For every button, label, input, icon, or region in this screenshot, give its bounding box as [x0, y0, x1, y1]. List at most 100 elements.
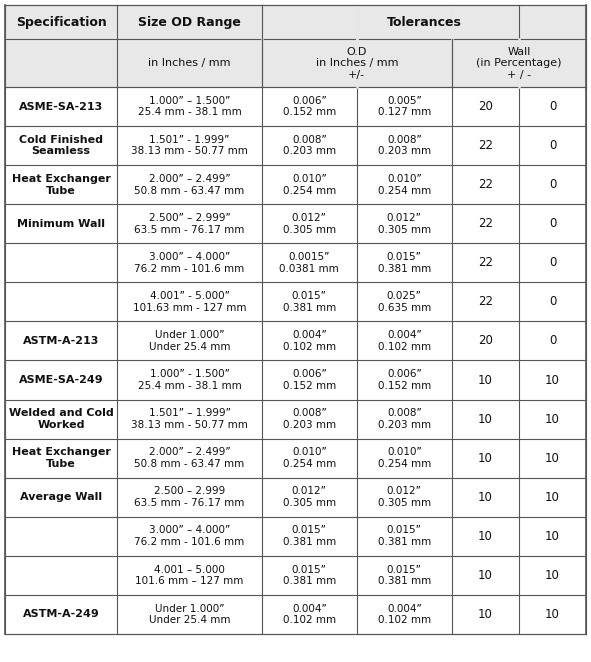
- Text: 2.000” – 2.499”
50.8 mm - 63.47 mm: 2.000” – 2.499” 50.8 mm - 63.47 mm: [134, 448, 245, 469]
- Text: Under 1.000”
Under 25.4 mm: Under 1.000” Under 25.4 mm: [149, 604, 230, 625]
- Bar: [5, 87, 586, 126]
- Text: 20: 20: [478, 100, 493, 113]
- Text: 0.015”
0.381 mm: 0.015” 0.381 mm: [282, 291, 336, 312]
- Text: Wall
(in Percentage)
+ / -: Wall (in Percentage) + / -: [476, 46, 561, 80]
- Text: 0.006”
0.152 mm: 0.006” 0.152 mm: [378, 369, 431, 391]
- Text: 0.012”
0.305 mm: 0.012” 0.305 mm: [282, 487, 336, 508]
- Text: Heat Exchanger
Tube: Heat Exchanger Tube: [12, 174, 111, 195]
- Text: 10: 10: [545, 373, 560, 387]
- Text: Tolerances: Tolerances: [387, 16, 462, 28]
- Text: 10: 10: [478, 608, 493, 621]
- Text: 10: 10: [478, 569, 493, 582]
- Text: 0.0015”
0.0381 mm: 0.0015” 0.0381 mm: [280, 252, 339, 273]
- Text: ASME-SA-249: ASME-SA-249: [19, 375, 103, 385]
- Text: 0.004”
0.102 mm: 0.004” 0.102 mm: [378, 330, 431, 352]
- Bar: [5, 5, 586, 40]
- Text: Cold Finished
Seamless: Cold Finished Seamless: [19, 135, 103, 156]
- Bar: [5, 40, 586, 87]
- Text: 0.010”
0.254 mm: 0.010” 0.254 mm: [282, 174, 336, 195]
- Bar: [5, 244, 586, 283]
- Bar: [5, 283, 586, 322]
- Text: 0.015”
0.381 mm: 0.015” 0.381 mm: [378, 565, 431, 586]
- Text: 0.008”
0.203 mm: 0.008” 0.203 mm: [378, 408, 431, 430]
- Text: 22: 22: [478, 178, 493, 191]
- Text: 10: 10: [545, 530, 560, 543]
- Text: 0.004”
0.102 mm: 0.004” 0.102 mm: [378, 604, 431, 625]
- Text: 0.004”
0.102 mm: 0.004” 0.102 mm: [282, 330, 336, 352]
- Text: Welded and Cold
Worked: Welded and Cold Worked: [9, 408, 113, 430]
- Text: 0.015”
0.381 mm: 0.015” 0.381 mm: [378, 526, 431, 547]
- Bar: [5, 439, 586, 478]
- Text: 10: 10: [545, 569, 560, 582]
- Text: 10: 10: [545, 608, 560, 621]
- Text: 2.500 – 2.999
63.5 mm - 76.17 mm: 2.500 – 2.999 63.5 mm - 76.17 mm: [134, 487, 245, 508]
- Text: 3.000” – 4.000”
76.2 mm - 101.6 mm: 3.000” – 4.000” 76.2 mm - 101.6 mm: [134, 252, 245, 273]
- Bar: [5, 517, 586, 556]
- Text: 0.010”
0.254 mm: 0.010” 0.254 mm: [282, 448, 336, 469]
- Text: 0.012”
0.305 mm: 0.012” 0.305 mm: [378, 213, 431, 234]
- Text: O.D
in Inches / mm
+/-: O.D in Inches / mm +/-: [316, 46, 398, 80]
- Text: 22: 22: [478, 256, 493, 269]
- Text: 1.000” - 1.500”
25.4 mm - 38.1 mm: 1.000” - 1.500” 25.4 mm - 38.1 mm: [138, 369, 241, 391]
- Bar: [5, 361, 586, 400]
- Text: 10: 10: [545, 491, 560, 504]
- Text: 22: 22: [478, 139, 493, 152]
- Text: 0.025”
0.635 mm: 0.025” 0.635 mm: [378, 291, 431, 312]
- Text: 0.004”
0.102 mm: 0.004” 0.102 mm: [282, 604, 336, 625]
- Text: 0.008”
0.203 mm: 0.008” 0.203 mm: [378, 135, 431, 156]
- Text: ASTM-A-249: ASTM-A-249: [22, 609, 99, 620]
- Text: 1.000” – 1.500”
25.4 mm - 38.1 mm: 1.000” – 1.500” 25.4 mm - 38.1 mm: [138, 96, 241, 117]
- Text: 0.006”
0.152 mm: 0.006” 0.152 mm: [282, 96, 336, 117]
- Text: 0: 0: [549, 139, 556, 152]
- Text: 10: 10: [478, 491, 493, 504]
- Text: 3.000” – 4.000”
76.2 mm - 101.6 mm: 3.000” – 4.000” 76.2 mm - 101.6 mm: [134, 526, 245, 547]
- Bar: [5, 322, 586, 361]
- Text: 10: 10: [478, 373, 493, 387]
- Text: 1.501” - 1.999”
38.13 mm - 50.77 mm: 1.501” - 1.999” 38.13 mm - 50.77 mm: [131, 135, 248, 156]
- Text: Under 1.000”
Under 25.4 mm: Under 1.000” Under 25.4 mm: [149, 330, 230, 352]
- Text: 0: 0: [549, 178, 556, 191]
- Text: 0.010”
0.254 mm: 0.010” 0.254 mm: [378, 174, 431, 195]
- Bar: [5, 595, 586, 634]
- Bar: [5, 400, 586, 439]
- Text: 0: 0: [549, 295, 556, 308]
- Text: 4.001 – 5.000
101.6 mm – 127 mm: 4.001 – 5.000 101.6 mm – 127 mm: [135, 565, 243, 586]
- Text: 0: 0: [549, 256, 556, 269]
- Bar: [5, 126, 586, 166]
- Text: 0: 0: [549, 334, 556, 348]
- Text: Average Wall: Average Wall: [20, 493, 102, 502]
- Text: 0.006”
0.152 mm: 0.006” 0.152 mm: [282, 369, 336, 391]
- Text: Heat Exchanger
Tube: Heat Exchanger Tube: [12, 448, 111, 469]
- Text: 0.015”
0.381 mm: 0.015” 0.381 mm: [282, 565, 336, 586]
- Text: ASME-SA-213: ASME-SA-213: [19, 101, 103, 112]
- Text: 2.000” – 2.499”
50.8 mm - 63.47 mm: 2.000” – 2.499” 50.8 mm - 63.47 mm: [134, 174, 245, 195]
- Text: 20: 20: [478, 334, 493, 348]
- Text: 22: 22: [478, 217, 493, 230]
- Text: 0.015”
0.381 mm: 0.015” 0.381 mm: [378, 252, 431, 273]
- Text: 0.008”
0.203 mm: 0.008” 0.203 mm: [282, 135, 336, 156]
- Text: in Inches / mm: in Inches / mm: [148, 58, 230, 68]
- Text: 10: 10: [545, 451, 560, 465]
- Text: 22: 22: [478, 295, 493, 308]
- Text: 0: 0: [549, 217, 556, 230]
- Text: 1.501” – 1.999”
38.13 mm - 50.77 mm: 1.501” – 1.999” 38.13 mm - 50.77 mm: [131, 408, 248, 430]
- Text: 2.500” – 2.999”
63.5 mm - 76.17 mm: 2.500” – 2.999” 63.5 mm - 76.17 mm: [134, 213, 245, 234]
- Text: 0.015”
0.381 mm: 0.015” 0.381 mm: [282, 526, 336, 547]
- Text: Specification: Specification: [16, 16, 106, 28]
- Text: 0.008”
0.203 mm: 0.008” 0.203 mm: [282, 408, 336, 430]
- Text: Size OD Range: Size OD Range: [138, 16, 241, 28]
- Text: 10: 10: [478, 412, 493, 426]
- Text: 10: 10: [545, 412, 560, 426]
- Bar: [5, 166, 586, 205]
- Bar: [5, 205, 586, 244]
- Text: 0.005”
0.127 mm: 0.005” 0.127 mm: [378, 96, 431, 117]
- Text: 10: 10: [478, 530, 493, 543]
- Bar: [5, 478, 586, 517]
- Text: 10: 10: [478, 451, 493, 465]
- Text: 0.012”
0.305 mm: 0.012” 0.305 mm: [378, 487, 431, 508]
- Text: 0.010”
0.254 mm: 0.010” 0.254 mm: [378, 448, 431, 469]
- Text: ASTM-A-213: ASTM-A-213: [23, 336, 99, 346]
- Text: 0.012”
0.305 mm: 0.012” 0.305 mm: [282, 213, 336, 234]
- Text: 0: 0: [549, 100, 556, 113]
- Text: 4.001” - 5.000”
101.63 mm - 127 mm: 4.001” - 5.000” 101.63 mm - 127 mm: [133, 291, 246, 312]
